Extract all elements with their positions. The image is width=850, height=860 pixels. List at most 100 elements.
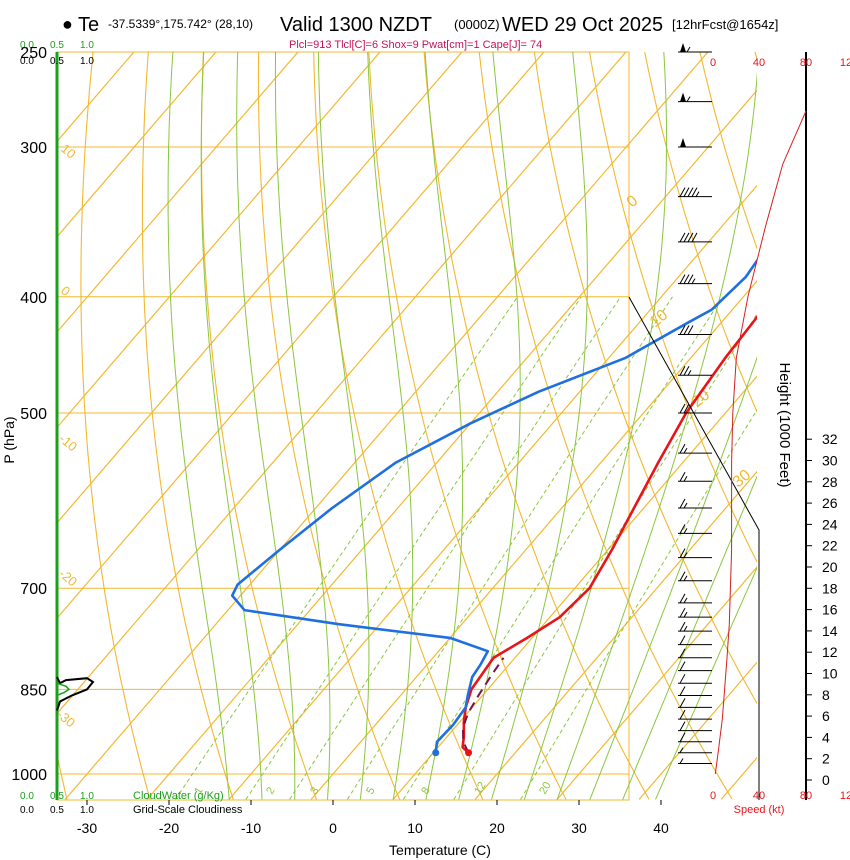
x-tick-label: -20 (159, 820, 179, 836)
height-tick-label: 18 (822, 580, 838, 596)
wind-barb-flag (679, 661, 686, 671)
wind-barb-flag (679, 548, 686, 558)
dry-adiabat (80, 52, 151, 800)
wind-barb (678, 365, 712, 376)
speed-tick-label: 40 (753, 790, 765, 802)
height-tick-label: 24 (822, 516, 838, 532)
pressure-tick-label: 850 (20, 682, 47, 699)
wind-barb-flag (679, 365, 686, 376)
wind-barb-flag (683, 274, 690, 284)
cloudwater-tick: 0.0 (20, 40, 34, 51)
cloudiness-tick: 0.5 (50, 56, 64, 67)
moist-adiabat (491, 52, 588, 800)
moist-adiabat (167, 52, 230, 800)
wind-barb (678, 721, 712, 732)
cloudiness-profile (56, 676, 95, 711)
pressure-tick-label: 700 (20, 581, 47, 598)
cloudwater-tick: 0.0 (20, 791, 34, 802)
wind-barb-flag (679, 593, 686, 604)
wind-barb-flag (687, 232, 694, 243)
wind-barb-flag (691, 187, 698, 197)
wind-barb (678, 709, 712, 720)
cloudwater-tick: 1.0 (80, 791, 94, 802)
wind-barb (678, 232, 712, 243)
moist-adiabat (317, 52, 370, 800)
wind-barb-half-flag (683, 447, 688, 454)
pressure-tick-label: 400 (20, 290, 47, 307)
wind-barb (678, 747, 712, 754)
isotherm (146, 89, 757, 800)
wind-barb-half-flag (686, 46, 691, 53)
cloudiness-tick: 1.0 (80, 805, 94, 816)
wind-barb-flag (679, 571, 686, 581)
dry-adiabat (699, 52, 757, 250)
wind-barb-half-flag (683, 575, 688, 582)
height-tick-label: 22 (822, 538, 838, 554)
cloudwater-profile (56, 682, 71, 697)
wind-barb (678, 607, 712, 618)
temperature-line (461, 315, 757, 754)
moist-adiabat (556, 71, 757, 800)
dry-adiabat (478, 52, 733, 800)
mixing-ratio-line (245, 296, 582, 800)
wind-barb (678, 548, 712, 559)
isotherm (228, 184, 757, 800)
wind-barb-flag (679, 732, 686, 743)
moist-adiabat (424, 52, 464, 800)
wind-barb-flag (679, 187, 686, 197)
wind-barb (678, 498, 712, 509)
isotherm (57, 52, 299, 334)
x-tick-label: 30 (571, 820, 587, 836)
height-tick-label: 8 (822, 687, 830, 703)
wind-barb-half-flag (683, 502, 688, 509)
sounding-series (230, 258, 757, 757)
dewpoint-line (230, 258, 757, 753)
pressure-tick-label: 250 (20, 45, 47, 62)
wind-barb-pennant (680, 92, 686, 102)
isotherm (64, 52, 709, 800)
dry-adiabat (423, 52, 650, 800)
wind-barb (678, 648, 712, 659)
wind-barb-flag (687, 187, 694, 197)
mixing-ratio-line (453, 313, 757, 800)
height-tick-label: 0 (822, 772, 830, 788)
valid-time: Valid 1300 NZDT (280, 14, 432, 36)
height-tick-label: 28 (822, 474, 838, 490)
wind-barb-flag (679, 648, 686, 659)
isotherm (474, 470, 757, 800)
moist-adiabat (236, 52, 296, 800)
dry-adiabat (368, 52, 567, 800)
wind-barb-flag (679, 698, 686, 708)
wind-barb-flag (679, 721, 686, 731)
wind-barb-half-flag (679, 758, 684, 764)
wind-barb (678, 593, 712, 604)
wind-barb-flag (679, 524, 686, 534)
wind-barb-flag (683, 403, 690, 414)
wind-barb-flag (687, 274, 694, 284)
isotherm (57, 52, 217, 238)
isotherm-label: -20 (56, 566, 80, 590)
surface-dewpoint-point (432, 749, 440, 757)
isotherm-label: 0 (624, 192, 642, 211)
dry-adiabat (754, 52, 757, 62)
wind-barb-half-flag (683, 528, 688, 534)
station-coords: -37.5339°,175.742° (28,10) (108, 17, 253, 31)
wind-barb-flag (679, 709, 686, 720)
isotherm-label: -10 (56, 431, 80, 455)
wind-barb-half-flag (691, 278, 696, 284)
pressure-tick-label: 1000 (11, 767, 47, 784)
station-name: Te (78, 14, 99, 36)
mixing-ratio-label: 5 (364, 785, 377, 796)
speed-tick-label: 0 (710, 790, 716, 802)
isotherm (57, 52, 463, 524)
cloudiness-tick: 0.0 (20, 805, 34, 816)
wind-speed-profile (714, 110, 807, 775)
cloudiness-tick: 0.5 (50, 805, 64, 816)
isotherm (803, 31, 850, 800)
wind-barb (678, 635, 712, 646)
height-tick-label: 2 (822, 751, 830, 767)
wind-barb-half-flag (687, 369, 692, 376)
header: ● Te -37.5339°,175.742° (28,10) Valid 13… (62, 14, 778, 51)
wind-barb (678, 524, 712, 534)
mixing-ratio-label: 1 (192, 785, 205, 796)
